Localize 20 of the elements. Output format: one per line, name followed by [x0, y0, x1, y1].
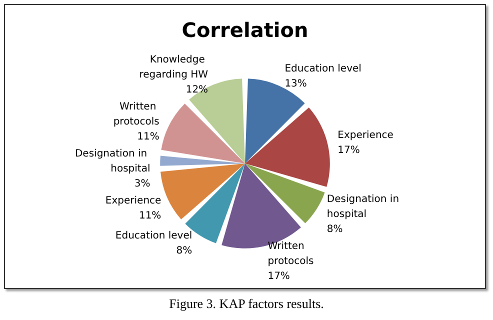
data-label: 12%	[186, 84, 208, 96]
slice-label: Designation in hospital	[326, 194, 402, 220]
slice-label: Experience	[338, 130, 394, 141]
slice-label: Written protocols	[268, 240, 314, 267]
data-label: 11%	[138, 210, 162, 222]
data-label: 8%	[326, 224, 343, 235]
data-label: 11%	[137, 132, 160, 143]
data-label: 17%	[338, 144, 360, 156]
data-label: 8%	[176, 246, 192, 257]
chart-title: Correlation	[182, 18, 308, 42]
slice-label: Written protocols	[113, 102, 160, 128]
data-label: 3%	[134, 178, 150, 190]
caption: Figure 3. KAP factors results.	[168, 296, 325, 312]
slice-label: Experience	[105, 196, 162, 207]
slice-label: Education level	[115, 230, 192, 242]
slice-label: Education level	[284, 63, 362, 74]
slice-label: Knowledge regarding HW	[139, 54, 208, 81]
data-label: 13%	[284, 78, 307, 90]
slice-label: Designation in hospital	[74, 148, 150, 175]
data-label: 17%	[268, 270, 290, 282]
